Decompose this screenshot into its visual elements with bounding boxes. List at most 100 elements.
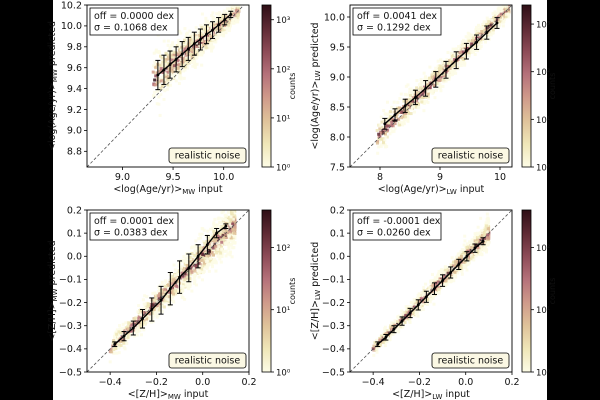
density-point bbox=[464, 35, 468, 39]
density-point bbox=[178, 60, 182, 64]
density-point bbox=[141, 321, 145, 325]
density-point bbox=[466, 35, 470, 39]
density-point bbox=[183, 65, 187, 69]
density-point bbox=[165, 52, 169, 56]
density-point bbox=[198, 50, 202, 54]
density-point bbox=[182, 255, 186, 259]
density-point bbox=[467, 39, 471, 43]
density-point bbox=[230, 211, 234, 215]
density-point bbox=[193, 53, 197, 57]
annotation-text: realistic noise bbox=[438, 151, 504, 162]
density-point bbox=[423, 83, 427, 87]
density-point bbox=[157, 308, 161, 312]
density-point bbox=[384, 126, 388, 130]
density-point bbox=[422, 109, 426, 113]
density-point bbox=[168, 278, 172, 282]
density-point bbox=[500, 15, 504, 19]
density-point bbox=[392, 100, 396, 104]
density-point bbox=[461, 53, 465, 57]
density-point bbox=[226, 223, 230, 227]
density-point bbox=[213, 20, 217, 24]
density-point bbox=[109, 347, 113, 351]
colorbar-bar bbox=[521, 4, 532, 168]
density-point bbox=[195, 259, 199, 263]
density-point bbox=[167, 290, 171, 294]
density-point bbox=[230, 7, 234, 11]
density-point bbox=[499, 12, 503, 16]
density-point bbox=[115, 351, 119, 355]
density-point bbox=[170, 275, 174, 279]
density-point bbox=[154, 48, 158, 52]
binned-point bbox=[485, 31, 489, 34]
density-point bbox=[195, 62, 199, 66]
density-point bbox=[155, 309, 159, 313]
density-point bbox=[434, 66, 438, 70]
density-point bbox=[415, 98, 419, 102]
density-point bbox=[501, 5, 505, 7]
density-point bbox=[226, 16, 230, 20]
density-point bbox=[194, 264, 198, 268]
axes-frame bbox=[86, 209, 250, 373]
density-point bbox=[386, 112, 390, 116]
density-point bbox=[394, 114, 398, 118]
density-point bbox=[450, 60, 454, 64]
density-point bbox=[228, 222, 232, 226]
density-point bbox=[121, 322, 125, 326]
density-point bbox=[502, 9, 506, 13]
y-tick-label: 0.2 bbox=[67, 205, 82, 216]
density-point bbox=[189, 53, 193, 57]
density-point bbox=[198, 269, 202, 273]
density-point bbox=[176, 52, 180, 56]
density-point bbox=[189, 258, 193, 262]
stats-line: σ = 0.1292 dex bbox=[357, 23, 431, 34]
density-point bbox=[161, 60, 165, 64]
density-point bbox=[185, 50, 189, 54]
density-point bbox=[439, 68, 443, 72]
colorbar-label: counts bbox=[288, 73, 297, 100]
density-point bbox=[155, 82, 159, 86]
density-point bbox=[164, 81, 168, 85]
density-point bbox=[183, 297, 187, 301]
density-point bbox=[201, 43, 205, 47]
density-point bbox=[139, 333, 143, 337]
density-point bbox=[128, 334, 132, 338]
density-point bbox=[201, 271, 205, 275]
error-bar bbox=[140, 309, 146, 329]
density-point bbox=[216, 254, 220, 258]
y-axis-label-sub: MW bbox=[51, 288, 59, 301]
density-point bbox=[162, 283, 166, 287]
density-point bbox=[231, 20, 235, 24]
density-point bbox=[402, 99, 406, 103]
density-point bbox=[159, 70, 163, 74]
y-axis-label-main: <log(Age/yr)> bbox=[310, 81, 321, 150]
density-point bbox=[206, 253, 210, 257]
density-point bbox=[162, 305, 166, 309]
density-point bbox=[384, 135, 388, 139]
density-point bbox=[154, 62, 158, 66]
density-point bbox=[478, 46, 482, 50]
y-tick-label: 0.1 bbox=[67, 228, 82, 239]
density-point bbox=[152, 303, 156, 307]
density-point bbox=[212, 22, 216, 26]
density-point bbox=[159, 86, 163, 90]
density-point bbox=[130, 323, 134, 327]
density-point bbox=[196, 28, 200, 32]
density-point bbox=[194, 26, 198, 30]
density-point bbox=[482, 35, 486, 39]
density-point bbox=[395, 112, 399, 116]
density-point bbox=[177, 42, 181, 46]
density-point bbox=[194, 239, 198, 243]
density-point bbox=[191, 58, 195, 62]
error-bar bbox=[191, 31, 197, 56]
density-point bbox=[214, 239, 218, 243]
density-point bbox=[150, 316, 154, 320]
density-point bbox=[218, 27, 222, 31]
density-point bbox=[420, 100, 424, 104]
density-point bbox=[160, 304, 164, 308]
density-point bbox=[405, 93, 409, 97]
density-point bbox=[172, 277, 176, 281]
x-axis-label-sub: LW bbox=[447, 188, 457, 196]
density-point bbox=[165, 70, 169, 74]
density-point bbox=[113, 335, 117, 339]
